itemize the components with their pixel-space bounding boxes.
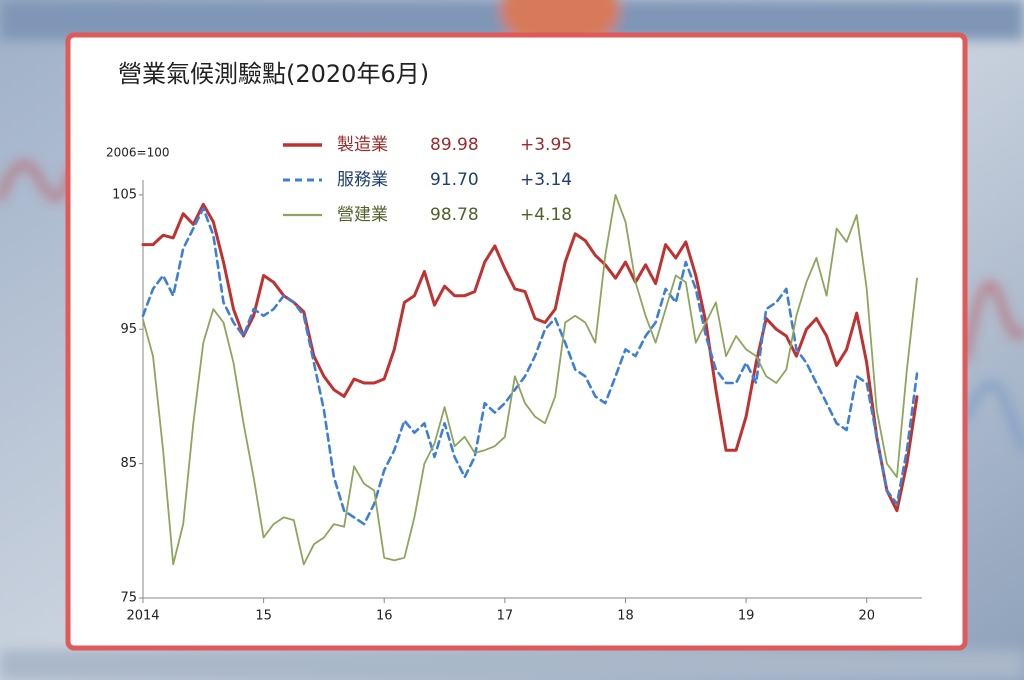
legend-label: 營建業	[337, 205, 388, 225]
x-tick-label: 15	[255, 609, 272, 624]
legend-latest: 98.78	[430, 205, 479, 225]
x-tick-label: 17	[497, 609, 514, 624]
legend-latest: 91.70	[430, 170, 479, 190]
y-tick-label: 105	[112, 187, 137, 202]
legend-change: +3.14	[520, 170, 572, 190]
chart-title: 營業氣候測驗點(2020年6月)	[118, 60, 429, 88]
y-tick-label: 85	[120, 456, 137, 471]
x-tick-label: 2014	[126, 609, 159, 624]
y-tick-label: 95	[120, 322, 137, 337]
legend-change: +4.18	[520, 205, 572, 225]
y-axis-unit: 2006=100	[106, 146, 170, 160]
series-line	[142, 193, 918, 566]
legend-latest: 89.98	[430, 135, 479, 155]
legend-label: 製造業	[337, 135, 388, 155]
legend-change: +3.95	[520, 135, 572, 155]
legend-label: 服務業	[337, 170, 388, 190]
x-tick-label: 18	[617, 609, 634, 624]
x-tick-label: 16	[376, 609, 393, 624]
series-line	[141, 207, 919, 526]
x-tick-label: 20	[858, 609, 875, 624]
series-line	[141, 202, 919, 513]
x-tick-label: 19	[738, 609, 755, 624]
y-tick-label: 75	[120, 591, 137, 606]
chart-panel	[65, 32, 968, 651]
